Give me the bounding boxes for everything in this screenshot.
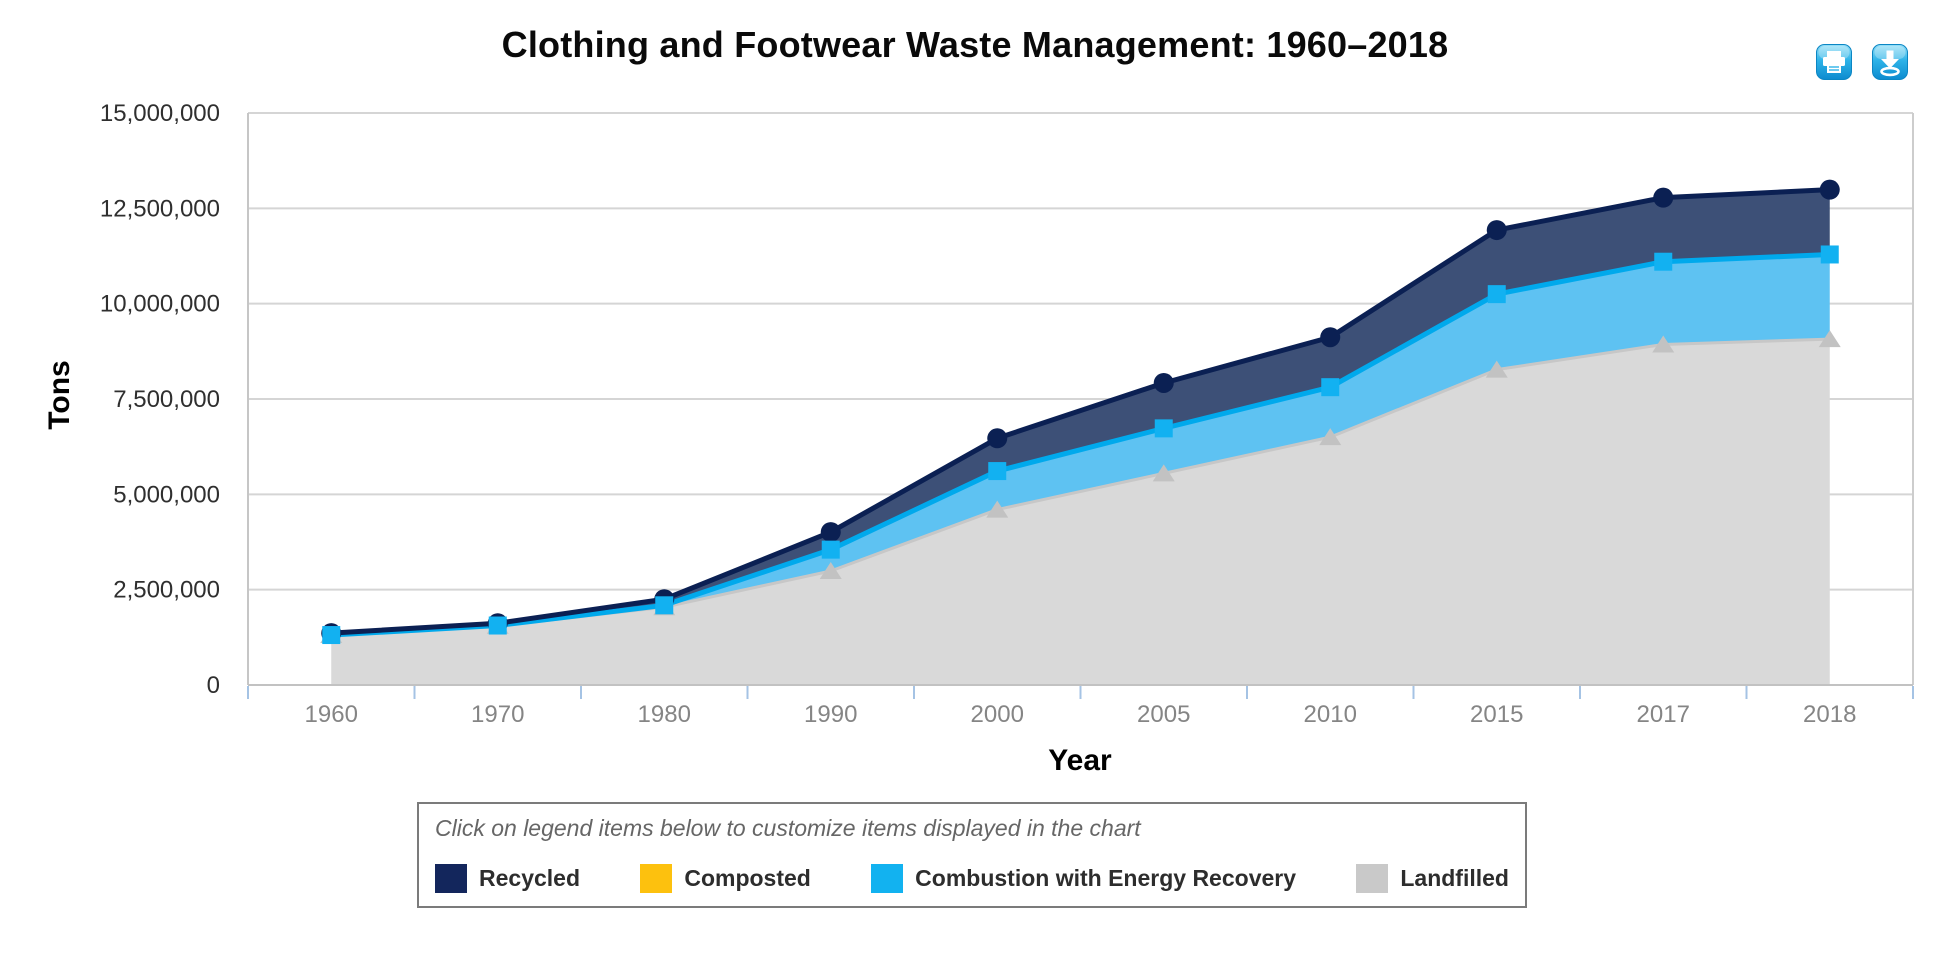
x-tick-label: 2000 bbox=[971, 701, 1024, 728]
marker-landfilled[interactable] bbox=[819, 561, 842, 579]
marker-combustion-with-energy-recovery[interactable] bbox=[1487, 285, 1506, 304]
legend-item-composted[interactable]: Composted bbox=[640, 864, 811, 893]
x-tick-label: 2010 bbox=[1304, 701, 1357, 728]
y-tick-label: 7,500,000 bbox=[113, 386, 220, 413]
y-tick-label: 0 bbox=[207, 672, 220, 699]
legend-item-label: Combustion with Energy Recovery bbox=[915, 865, 1297, 891]
marker-combustion-with-energy-recovery[interactable] bbox=[988, 462, 1007, 481]
marker-combustion-with-energy-recovery[interactable] bbox=[821, 540, 840, 559]
marker-combustion-with-energy-recovery[interactable] bbox=[1154, 419, 1173, 438]
download-button[interactable] bbox=[1872, 44, 1908, 80]
chart-toolbar bbox=[1816, 44, 1908, 80]
marker-recycled[interactable] bbox=[987, 428, 1008, 449]
x-tick-label: 1970 bbox=[471, 701, 524, 728]
x-tick-label: 1990 bbox=[804, 701, 857, 728]
y-tick-label: 2,500,000 bbox=[113, 577, 220, 604]
chart-title: Clothing and Footwear Waste Management: … bbox=[501, 24, 1449, 65]
legend-item-label: Landfilled bbox=[1400, 865, 1509, 891]
marker-combustion-with-energy-recovery[interactable] bbox=[655, 596, 674, 615]
marker-combustion-with-energy-recovery[interactable] bbox=[1820, 245, 1839, 264]
y-tick-label: 12,500,000 bbox=[100, 195, 220, 222]
marker-recycled[interactable] bbox=[820, 522, 841, 543]
marker-recycled[interactable] bbox=[1153, 372, 1174, 393]
print-button[interactable] bbox=[1816, 44, 1852, 80]
download-icon bbox=[1872, 44, 1908, 80]
print-icon bbox=[1816, 44, 1852, 80]
legend: Click on legend items below to customize… bbox=[417, 802, 1527, 908]
marker-recycled[interactable] bbox=[1653, 187, 1674, 208]
marker-landfilled[interactable] bbox=[1319, 428, 1342, 446]
marker-landfilled[interactable] bbox=[1818, 330, 1841, 348]
marker-recycled[interactable] bbox=[1320, 327, 1341, 348]
marker-recycled[interactable] bbox=[1819, 179, 1840, 200]
marker-landfilled[interactable] bbox=[1485, 360, 1508, 378]
x-tick-label: 2005 bbox=[1137, 701, 1190, 728]
line-combustion-with-energy-recovery bbox=[328, 251, 1833, 638]
legend-hint: Click on legend items below to customize… bbox=[435, 815, 1141, 841]
legend-swatch-landfilled bbox=[1356, 864, 1389, 893]
marker-combustion-with-energy-recovery[interactable] bbox=[1654, 252, 1673, 271]
legend-swatch-recycled bbox=[435, 864, 467, 893]
x-axis-title: Year bbox=[1048, 744, 1112, 777]
marker-combustion-with-energy-recovery[interactable] bbox=[488, 616, 507, 635]
legend-item-recycled[interactable]: Recycled bbox=[435, 864, 580, 893]
legend-item-label: Recycled bbox=[479, 865, 581, 891]
marker-landfilled[interactable] bbox=[1152, 464, 1175, 482]
legend-swatch-composted bbox=[640, 864, 673, 893]
marker-combustion-with-energy-recovery[interactable] bbox=[1321, 378, 1340, 397]
marker-landfilled[interactable] bbox=[1652, 335, 1675, 353]
legend-swatch-combustion bbox=[871, 864, 904, 893]
area-landfilled bbox=[331, 339, 1830, 685]
legend-item-combustion[interactable]: Combustion with Energy Recovery bbox=[871, 864, 1296, 893]
x-tick-label: 2018 bbox=[1803, 701, 1856, 728]
y-tick-label: 15,000,000 bbox=[100, 100, 220, 127]
x-tick-label: 2017 bbox=[1637, 701, 1690, 728]
legend-item-label: Composted bbox=[684, 865, 811, 891]
x-tick-label: 1980 bbox=[638, 701, 691, 728]
y-tick-label: 5,000,000 bbox=[113, 481, 220, 508]
marker-combustion-with-energy-recovery[interactable] bbox=[322, 626, 341, 645]
chart-plot[interactable]: 0 2,500,000 5,000,000 7,500,000 10,000,000 12… bbox=[0, 0, 1950, 790]
area-combustion-with-energy-recovery bbox=[331, 254, 1830, 636]
x-tick-label: 1960 bbox=[305, 701, 358, 728]
marker-recycled[interactable] bbox=[1486, 220, 1507, 241]
line-recycled bbox=[328, 187, 1833, 636]
y-tick-label: 10,000,000 bbox=[100, 291, 220, 318]
legend-item-landfilled[interactable]: Landfilled bbox=[1356, 864, 1509, 893]
marker-landfilled[interactable] bbox=[986, 500, 1009, 518]
x-tick-label: 2015 bbox=[1470, 701, 1523, 728]
legend-items: Recycled Composted Combustion with Energ… bbox=[435, 864, 1509, 893]
